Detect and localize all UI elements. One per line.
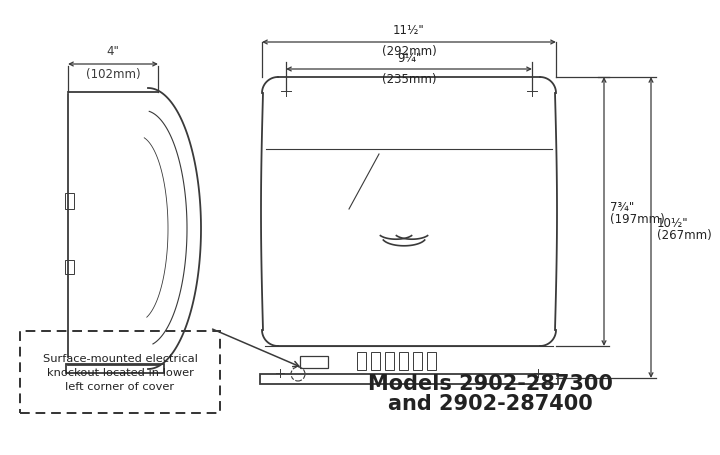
- Text: 4": 4": [107, 45, 120, 58]
- Text: (267mm): (267mm): [657, 228, 712, 242]
- Text: 7¾": 7¾": [610, 201, 634, 213]
- Bar: [399, 352, 408, 370]
- Text: (292mm): (292mm): [382, 45, 436, 58]
- Text: Models 2902-287300: Models 2902-287300: [368, 373, 613, 393]
- Text: 11½": 11½": [393, 24, 425, 37]
- Bar: [65, 193, 74, 209]
- Text: (197mm): (197mm): [610, 212, 665, 226]
- Bar: [385, 352, 394, 370]
- Bar: [65, 260, 74, 274]
- Bar: [260, 374, 558, 384]
- Text: 10½": 10½": [657, 217, 688, 229]
- Bar: [20, 331, 220, 413]
- Text: 9¼": 9¼": [397, 52, 421, 65]
- Text: (102mm): (102mm): [86, 68, 140, 81]
- Text: Surface-mounted electrical
knockout located in lower
left corner of cover: Surface-mounted electrical knockout loca…: [42, 353, 197, 391]
- Bar: [300, 356, 328, 368]
- Bar: [371, 352, 380, 370]
- Bar: [357, 352, 366, 370]
- Bar: [413, 352, 422, 370]
- Text: and 2902-287400: and 2902-287400: [387, 393, 593, 413]
- Bar: [66, 364, 164, 373]
- Text: (235mm): (235mm): [382, 73, 436, 86]
- Bar: [427, 352, 436, 370]
